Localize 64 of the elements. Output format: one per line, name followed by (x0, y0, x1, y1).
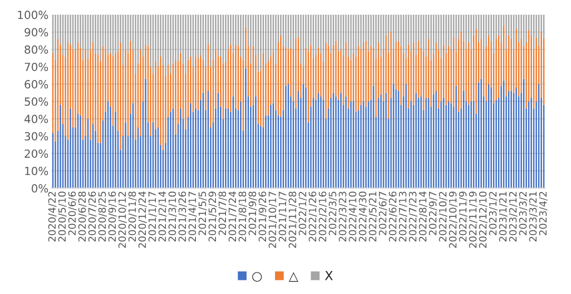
y-tick-label: 20% (24, 149, 48, 158)
x-tick-label: 2021/5/5 (198, 192, 207, 236)
x-tick-label: 2021/10/17 (268, 192, 277, 248)
legend-label: △ (288, 272, 298, 282)
x-tick-label: 2021/5/29 (208, 192, 217, 242)
legend-label: X (324, 271, 333, 280)
x-tick-label: 2021/8/18 (238, 192, 247, 242)
x-tick-label: 2022/6/26 (388, 192, 398, 242)
y-tick-label: 0% (32, 184, 48, 193)
x-tick-label: 2023/3/21 (529, 192, 538, 242)
x-tick-label: 2021/9/26 (258, 192, 267, 242)
x-tick-label: 2020/4/22 (48, 192, 57, 242)
x-tick-label: 2021/11/7 (278, 192, 288, 242)
x-tick-label: 2022/2/16 (318, 192, 328, 242)
x-tick-label: 2021/2/14 (158, 192, 167, 242)
x-tick-label: 2020/8/25 (98, 192, 107, 242)
x-tick-label: 2022/3/5 (328, 192, 338, 236)
x-tick-label: 2023/4/2 (539, 192, 548, 236)
x-tick-label: 2021/11/28 (288, 192, 298, 248)
x-tick-label: 2022/4/30 (358, 192, 368, 242)
x-tick-label: 2022/6/7 (378, 192, 388, 236)
y-tick-label: 10% (25, 166, 48, 176)
x-tick-label: 2021/7/24 (228, 192, 237, 242)
x-tick-label: 2021/4/17 (188, 192, 197, 242)
x-tick-label: 2023/3/2 (519, 192, 528, 236)
y-tick-label: 30% (24, 132, 48, 140)
x-tick-label: 2022/1/26 (308, 192, 318, 242)
x-tick-label: 2023/2/12 (509, 192, 518, 242)
x-tick-label: 2022/4/10 (348, 192, 358, 242)
x-tick-label: 2022/1/2 (298, 192, 308, 236)
legend-label: ○ (252, 272, 262, 282)
x-tick-label: 2022/8/14 (418, 192, 428, 242)
x-tick-label: 2020/9/16 (108, 192, 117, 242)
x-tick-label: 2021/3/26 (178, 192, 187, 242)
x-tick-label: 2022/12/10 (479, 192, 488, 248)
x-tick-label: 2021/7/8 (218, 192, 227, 236)
y-tick-label: 60% (24, 80, 48, 88)
y-tick-label: 90% (24, 28, 48, 36)
y-tick-label: 50% (24, 97, 48, 106)
x-tick-label: 2020/11/8 (128, 192, 137, 242)
x-tick-label: 2022/10/19 (448, 192, 458, 248)
x-tick-label: 2022/11/9 (458, 192, 468, 242)
x-tick-label: 2020/12/24 (138, 192, 147, 248)
x-tick-label: 2021/3/10 (168, 192, 177, 242)
x-tick-label: 2022/3/23 (338, 192, 348, 242)
y-tick-label: 70% (24, 62, 48, 72)
x-tick-label: 2022/7/13 (398, 192, 408, 242)
x-tick-label: 2020/7/26 (88, 192, 97, 242)
x-tick-label: 2020/6/6 (68, 192, 77, 236)
x-tick-label: 2023/1/2 (489, 192, 498, 236)
y-tick-label: 100% (18, 10, 48, 20)
x-tick-label: 2020/6/28 (78, 192, 87, 242)
x-tick-label: 2021/9/8 (248, 192, 257, 236)
x-tick-label: 2022/10/2 (438, 192, 448, 242)
x-tick-label: 2022/9/7 (428, 192, 438, 236)
x-tick-label: 2020/5/10 (58, 192, 67, 242)
x-tick-label: 2023/1/21 (499, 192, 508, 242)
y-tick-label: 80% (24, 45, 48, 54)
x-tick-label: 2020/10/12 (118, 192, 127, 248)
x-tick-label: 2022/7/23 (408, 192, 418, 242)
x-tick-label: 2022/5/21 (368, 192, 378, 242)
x-tick-label: 2022/11/19 (469, 192, 478, 248)
x-tick-label: 2021/1/17 (148, 192, 157, 242)
y-tick-label: 40% (24, 114, 48, 124)
